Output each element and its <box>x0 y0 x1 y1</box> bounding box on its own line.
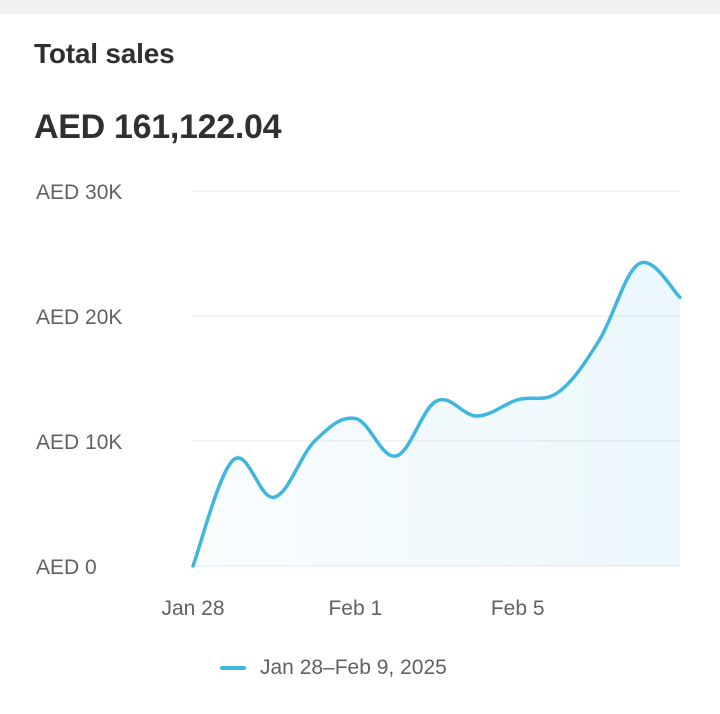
total-sales-value: AED 161,122.04 <box>34 108 282 146</box>
y-tick-label: AED 0 <box>36 556 97 579</box>
data-point <box>353 417 357 421</box>
top-strip <box>0 0 720 14</box>
data-point <box>435 399 439 403</box>
data-point <box>678 295 682 299</box>
y-tick-label: AED 30K <box>36 181 122 204</box>
x-tick-label: Feb 5 <box>491 597 545 620</box>
data-point <box>191 564 195 568</box>
y-tick-label: AED 10K <box>36 431 122 454</box>
data-point <box>272 495 276 499</box>
data-point <box>597 339 601 343</box>
x-tick-label: Feb 1 <box>328 597 382 620</box>
series-line <box>191 260 682 568</box>
chart-legend: Jan 28–Feb 9, 2025 <box>220 656 447 680</box>
data-point <box>516 398 520 402</box>
data-point <box>232 458 236 462</box>
data-point <box>394 454 398 458</box>
series-area <box>193 262 680 566</box>
data-point <box>556 390 560 394</box>
data-point <box>313 439 317 443</box>
card-title: Total sales <box>34 38 175 69</box>
data-point <box>475 414 479 418</box>
y-tick-label: AED 20K <box>36 306 122 329</box>
legend-swatch <box>220 666 246 670</box>
x-tick-label: Jan 28 <box>161 597 224 620</box>
data-point <box>637 262 641 266</box>
legend-label: Jan 28–Feb 9, 2025 <box>260 656 447 679</box>
